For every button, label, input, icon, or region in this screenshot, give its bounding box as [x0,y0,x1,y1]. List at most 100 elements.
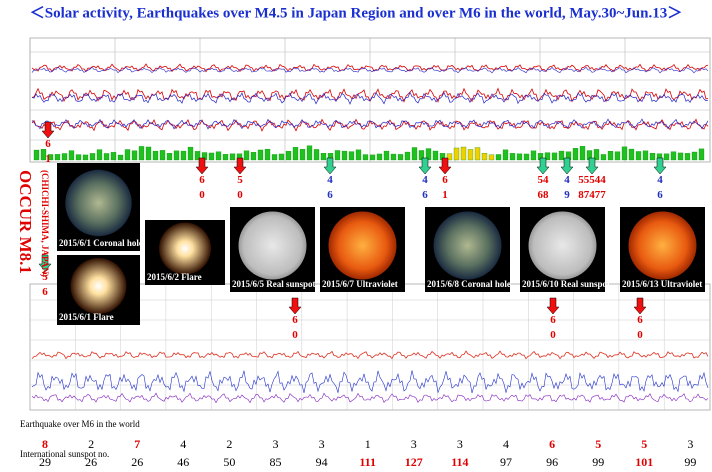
magnitude-top: 6 [199,174,205,186]
magnitude-top: 5 [42,271,48,283]
magnitude-top: 5 [237,174,243,186]
kp-bar [418,150,425,161]
kp-bar [369,154,376,161]
sun-disc [328,211,397,280]
magnitude-bottom: 1 [442,189,448,201]
sunspot-number: 97 [500,455,512,469]
magnitude-top: 4 [564,174,570,186]
magnitude-top: 4 [422,174,428,186]
image-caption: 2015/6/10 Real sunspot [522,279,610,289]
kp-bar [187,146,194,161]
image-caption: 2015/6/5 Real sunspot [232,279,316,289]
kp-bar [138,146,145,161]
kp-bar [40,149,47,161]
kp-bar [628,148,635,161]
kp-bar [670,151,677,161]
magnitude-top: 55544 [578,174,606,186]
kp-bar [509,153,516,161]
earthquake-count: 2 [88,437,94,451]
magnitude-top: 6 [292,314,298,326]
kp-bar [54,154,61,161]
kp-bar [264,148,271,161]
sun-disc [65,169,132,237]
arrow [323,157,337,175]
sun-disc [433,211,502,280]
kp-bar [642,150,649,161]
kp-bar [124,149,131,161]
occur-label: OCCUR M8.1 [16,170,35,274]
arrow [41,121,55,139]
kp-bar [607,150,614,161]
image-caption: 2015/6/1 Flare [59,312,114,322]
kp-bar [257,149,264,161]
kp-bar [313,149,320,161]
kp-bar [614,151,621,161]
sunspot-number: 50 [223,455,235,469]
kp-bar [75,154,82,161]
kp-bar [677,152,684,161]
magnitude-bottom: 6 [42,286,48,298]
kp-bar [117,154,124,161]
kp-bar [103,153,110,161]
magnitude-bottom: 1 [45,153,51,165]
kp-bar [229,153,236,161]
earthquake-label: Earthquake over M6 in the world [20,419,140,429]
magnitude-top: 4 [657,174,663,186]
kp-bar [222,154,229,161]
kp-bar [481,153,488,161]
footer-values: 8 2 7 4 2 3 3 1 3 3 4 6 5 5 329 26 26 46 50 85 94 111 127 114 97… [39,437,696,469]
trace [31,63,709,73]
kp-bar [572,148,579,161]
kp-bar [397,154,404,161]
kp-bar [446,153,453,161]
kp-bar [530,150,537,161]
kp-bar [292,147,299,161]
kp-bar [649,152,656,161]
kp-bar [348,151,355,161]
kp-bar [579,146,586,161]
image-gallery: 2015/6/1 Coronal hole 2015/6/1 Flare 2015/… [57,163,705,325]
trace [31,350,709,360]
sunspot-number: 46 [177,455,189,469]
image-caption: 2015/6/1 Coronal hole [59,238,143,248]
magnitude-bottom: 0 [637,329,643,341]
kp-bar [194,151,201,161]
sunspot-number: 111 [359,455,376,469]
arrow [560,157,574,175]
magnitude-bottom: 0 [550,329,556,341]
sunspot-number: 29 [39,455,51,469]
event-markers: 6 1 6 0 5 0 4 6 4 6 6 1 54 68 4 9 55544 87477 4 6 5 6 6 0 6 0 6 0 [38,121,667,341]
arrow [195,157,209,175]
kp-bar [488,154,495,161]
image-caption: 2015/6/2 Flare [147,272,202,282]
trace [31,118,709,130]
magnitude-top: 4 [327,174,333,186]
earthquake-count: 3 [273,437,279,451]
trace [31,392,709,404]
earthquake-count: 8 [42,437,48,451]
magnitude-bottom: 87477 [578,189,606,201]
sunspot-number: 94 [316,455,328,469]
kp-bar [299,148,306,161]
image-caption: 2015/6/8 Coronal hole [427,279,511,289]
kp-bar [173,150,180,161]
magnitude-bottom: 6 [327,189,333,201]
kp-bar [698,148,705,161]
earthquake-count: 3 [457,437,463,451]
kp-bar [600,154,607,161]
kp-bar [334,150,341,161]
kp-bar [47,154,54,161]
earthquake-count: 2 [226,437,232,451]
arrow [288,297,302,315]
kp-bar [320,153,327,161]
magnitude-bottom: 0 [237,189,243,201]
arrow [38,254,52,272]
kp-bar [278,153,285,161]
kp-bar [33,149,40,161]
magnitude-bottom: 68 [538,189,550,201]
sunspot-number: 99 [684,455,696,469]
kp-bar [271,154,278,161]
magnitude-bottom: 0 [199,189,205,201]
